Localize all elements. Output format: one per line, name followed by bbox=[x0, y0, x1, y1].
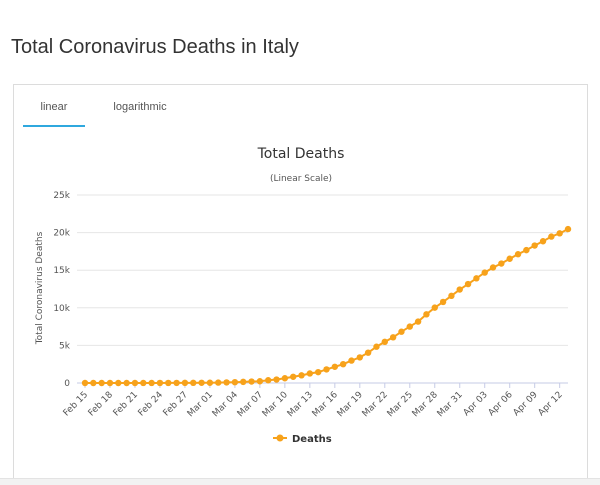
tab-logarithmic[interactable]: logarithmic bbox=[113, 101, 167, 113]
bottom-strip bbox=[0, 478, 600, 485]
page-title: Total Coronavirus Deaths in Italy bbox=[11, 36, 299, 58]
chart-panel: linear logarithmic bbox=[13, 84, 588, 484]
tab-linear[interactable]: linear bbox=[23, 85, 85, 127]
